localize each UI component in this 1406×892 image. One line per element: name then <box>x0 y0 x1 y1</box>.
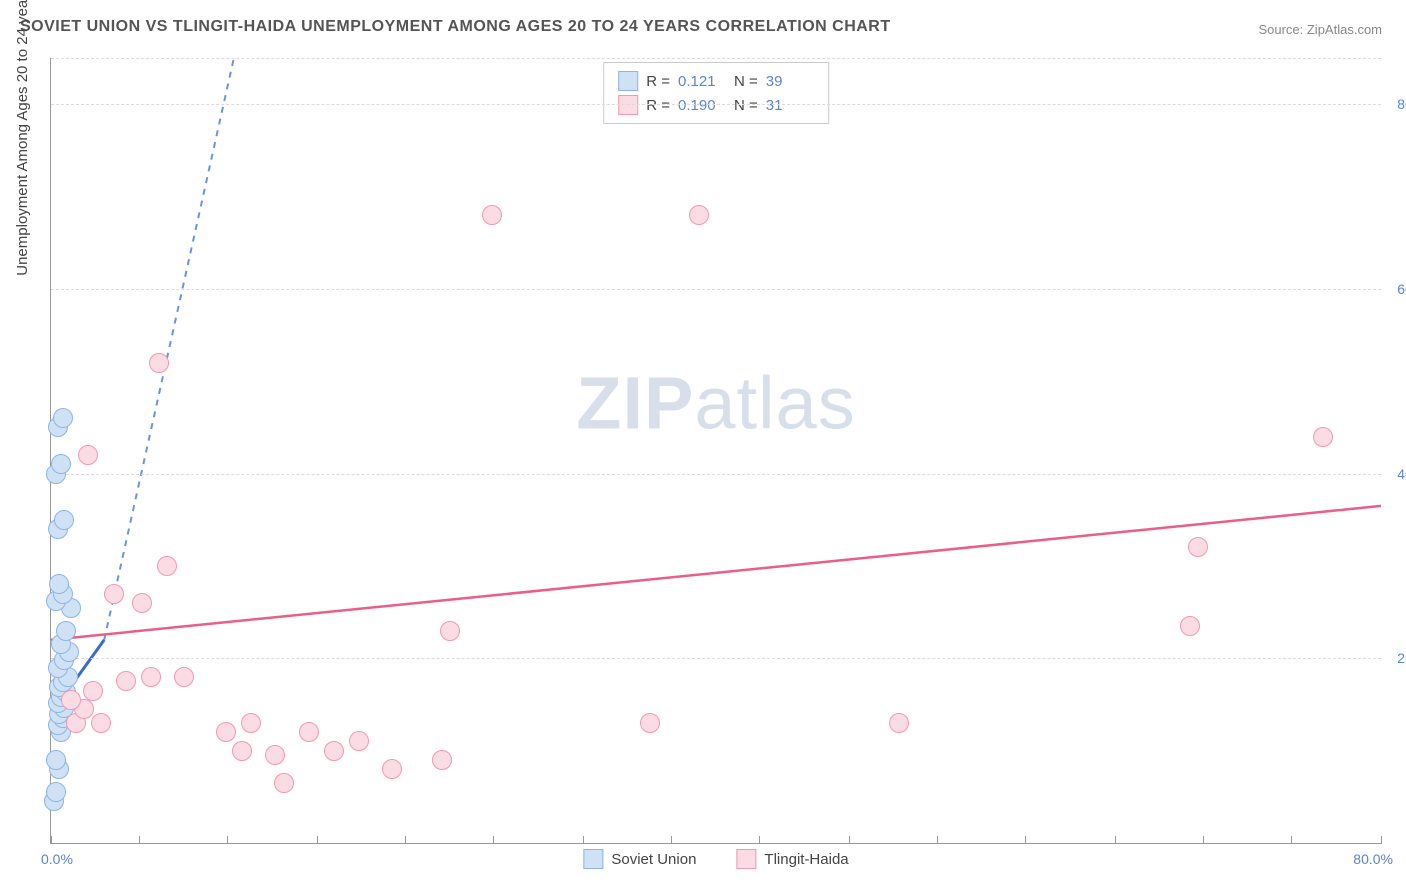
x-tick <box>51 836 52 844</box>
data-point <box>299 722 319 742</box>
data-point <box>54 510 74 530</box>
y-tick-label: 40.0% <box>1397 466 1406 482</box>
n-label: N = <box>734 73 758 90</box>
legend-item: Tlingit-Haida <box>736 849 848 869</box>
x-tick <box>759 836 760 844</box>
data-point <box>216 722 236 742</box>
data-point <box>51 454 71 474</box>
x-axis-max-label: 80.0% <box>1353 851 1393 867</box>
data-point <box>56 621 76 641</box>
data-point <box>49 574 69 594</box>
x-tick <box>317 836 318 844</box>
x-tick <box>671 836 672 844</box>
gridline <box>51 474 1381 475</box>
x-tick <box>1115 836 1116 844</box>
data-point <box>141 667 161 687</box>
legend-swatch <box>583 849 603 869</box>
legend-item: Soviet Union <box>583 849 696 869</box>
data-point <box>274 773 294 793</box>
gridline <box>51 104 1381 105</box>
data-point <box>83 681 103 701</box>
data-point <box>149 353 169 373</box>
data-point <box>116 671 136 691</box>
x-axis-min-label: 0.0% <box>41 851 73 867</box>
source-label: Source: ZipAtlas.com <box>1258 22 1382 37</box>
legend-label: Soviet Union <box>611 851 696 868</box>
data-point <box>53 408 73 428</box>
data-point <box>157 556 177 576</box>
data-point <box>1180 616 1200 636</box>
legend-label: Tlingit-Haida <box>764 851 848 868</box>
gridline <box>51 658 1381 659</box>
x-tick <box>849 836 850 844</box>
data-point <box>104 584 124 604</box>
r-value: 0.121 <box>678 73 726 90</box>
y-tick-label: 20.0% <box>1397 650 1406 666</box>
data-point <box>1188 537 1208 557</box>
data-point <box>640 713 660 733</box>
plot-area: ZIPatlas R =0.121N =39R =0.190N =31 Sovi… <box>50 58 1381 844</box>
data-point <box>324 741 344 761</box>
data-point <box>46 782 66 802</box>
data-point <box>241 713 261 733</box>
x-tick <box>493 836 494 844</box>
legend-stats: R =0.121N =39R =0.190N =31 <box>603 62 829 124</box>
data-point <box>78 445 98 465</box>
x-tick <box>1203 836 1204 844</box>
data-point <box>382 759 402 779</box>
x-tick <box>1025 836 1026 844</box>
x-tick <box>583 836 584 844</box>
r-label: R = <box>646 73 670 90</box>
y-tick-label: 80.0% <box>1397 96 1406 112</box>
x-tick <box>1291 836 1292 844</box>
y-axis-label: Unemployment Among Ages 20 to 24 years <box>14 0 31 276</box>
data-point <box>1313 427 1333 447</box>
data-point <box>440 621 460 641</box>
data-point <box>132 593 152 613</box>
data-point <box>232 741 252 761</box>
legend-swatch <box>736 849 756 869</box>
data-point <box>689 205 709 225</box>
data-point <box>174 667 194 687</box>
data-point <box>265 745 285 765</box>
x-tick <box>139 836 140 844</box>
n-value: 39 <box>766 73 814 90</box>
legend-series: Soviet Union Tlingit-Haida <box>583 849 848 869</box>
data-point <box>61 690 81 710</box>
data-point <box>432 750 452 770</box>
data-point <box>349 731 369 751</box>
legend-swatch <box>618 71 638 91</box>
x-tick <box>937 836 938 844</box>
data-point <box>91 713 111 733</box>
x-tick <box>405 836 406 844</box>
x-tick <box>1381 836 1382 844</box>
gridline <box>51 58 1381 59</box>
data-point <box>46 750 66 770</box>
chart-title: SOVIET UNION VS TLINGIT-HAIDA UNEMPLOYME… <box>20 18 891 36</box>
gridline <box>51 289 1381 290</box>
data-point <box>482 205 502 225</box>
legend-stat-row: R = 0.121 N = 39 <box>618 69 814 93</box>
data-point <box>889 713 909 733</box>
x-tick <box>227 836 228 844</box>
y-tick-label: 60.0% <box>1397 281 1406 297</box>
